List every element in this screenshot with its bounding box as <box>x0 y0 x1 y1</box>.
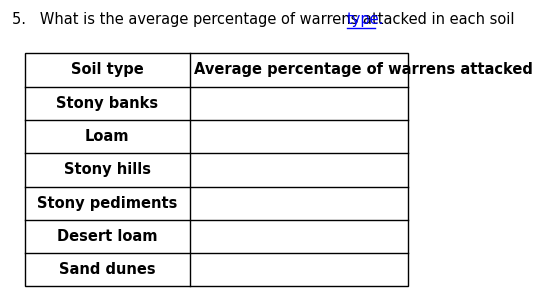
Text: Desert loam: Desert loam <box>57 229 157 244</box>
Text: Stony pediments: Stony pediments <box>37 196 177 211</box>
Text: Sand dunes: Sand dunes <box>59 262 156 277</box>
Text: Soil type: Soil type <box>71 63 143 78</box>
Text: Stony banks: Stony banks <box>56 96 158 111</box>
Text: Stony hills: Stony hills <box>63 163 151 177</box>
Text: 5.   What is the average percentage of warrens attacked in each soil: 5. What is the average percentage of war… <box>12 12 520 27</box>
Text: Average percentage of warrens attacked: Average percentage of warrens attacked <box>193 63 532 78</box>
Text: type.: type. <box>347 12 384 27</box>
Text: Loam: Loam <box>85 129 130 144</box>
